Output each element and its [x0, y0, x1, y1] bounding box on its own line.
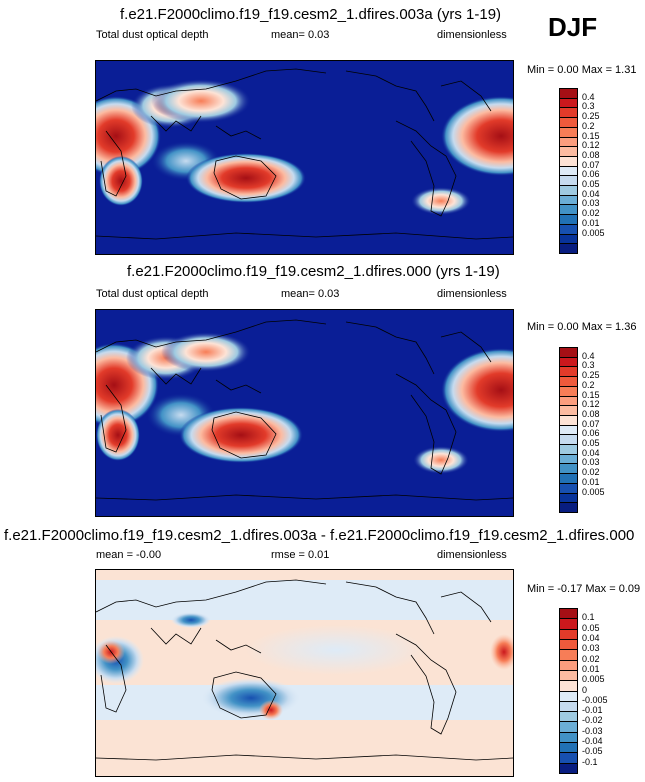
colorbar-tick-label: 0.04 [582, 632, 600, 643]
panel3-minmax-label: Min = -0.17 Max = 0.09 [527, 583, 641, 595]
colorbar-tick-label: -0.005 [582, 694, 608, 705]
colorbar-tick-label: 0.08 [582, 149, 600, 160]
colorbar-tick-label: -0.03 [582, 725, 603, 736]
colorbar-tick-label: 0.08 [582, 408, 600, 419]
colorbar-tick-label: 0.3 [582, 101, 595, 112]
dust-plume-patagonia [413, 446, 469, 474]
diff-anomaly-se-australia [259, 700, 283, 720]
panel2-units-label: dimensionless [437, 288, 507, 300]
dust-plume-atlantic [441, 96, 513, 176]
colorbar-tick-label: 0.01 [582, 476, 600, 487]
dust-plume-atlantic [441, 348, 513, 432]
colorbar-tick-label: 0.4 [582, 91, 595, 102]
colorbar-tick-label: 0.05 [582, 179, 600, 190]
panel1-variable-label: Total dust optical depth [96, 29, 209, 41]
panel1-units-label: dimensionless [437, 29, 507, 41]
colorbar-tick-label: 0.15 [582, 130, 600, 141]
colorbar-tick-label: 0.4 [582, 350, 595, 361]
colorbar-tick-label: 0.06 [582, 169, 600, 180]
diff-band-north [96, 580, 513, 620]
dust-plume-australia [179, 407, 303, 463]
colorbar-tick-label: 0.12 [582, 399, 600, 410]
panel3-map-svg [96, 579, 513, 761]
panel2-minmax-label: Min = 0.00 Max = 1.36 [527, 321, 637, 333]
panel3-colorbar: 0.1 0.05 0.04 0.03 0.02 0.01 0.005 0 -0.005 -0.01… [559, 608, 619, 774]
colorbar-tick-label: 0.07 [582, 418, 600, 429]
diff-anomaly-atlantic [490, 634, 513, 670]
colorbar-tick-label: 0.04 [582, 188, 600, 199]
panel1-coastlines [96, 68, 513, 240]
panel3-map [95, 569, 514, 777]
colorbar-tick-label: 0.06 [582, 428, 600, 439]
panel3-mean-label: mean = -0.00 [96, 549, 162, 561]
colorbar-tick-label: 0.005 [582, 486, 605, 497]
colorbar-tick-label: 0.12 [582, 140, 600, 151]
dust-plume-australia [186, 153, 306, 203]
diff-band-tropics [246, 625, 426, 675]
dust-plume-patagonia [411, 187, 471, 215]
colorbar-tick-label: 0.04 [582, 447, 600, 458]
panel1-mean-label: mean= 0.03 [271, 29, 330, 41]
colorbar-swatch [559, 762, 578, 774]
colorbar-tick-label: 0.2 [582, 379, 595, 390]
dust-plume-asia [161, 332, 251, 372]
colorbar-tick-label: 0.05 [582, 622, 600, 633]
diff-anomaly-asia [171, 612, 211, 628]
dust-plume-asia [151, 79, 251, 123]
colorbar-tick-label: 0 [582, 684, 588, 695]
colorbar-tick-label: 0.15 [582, 389, 600, 400]
colorbar-tick-label: 0.1 [582, 612, 595, 623]
colorbar-tick-label: 0.03 [582, 643, 600, 654]
panel1-colorbar: 0.4 0.3 0.25 0.2 0.15 0.12 0.08 0.07 0.06 0.05 0.0… [559, 88, 619, 254]
colorbar-tick-label: 0.005 [582, 674, 605, 685]
colorbar-tick-label: 0.03 [582, 198, 600, 209]
colorbar-tick-label: 0.07 [582, 159, 600, 170]
colorbar-tick-label: -0.04 [582, 736, 603, 747]
panel2-map [95, 309, 514, 517]
colorbar-tick-label: 0.02 [582, 467, 600, 478]
colorbar-tick-label: 0.2 [582, 120, 595, 131]
colorbar-tick-label: 0.25 [582, 111, 600, 122]
panel3-rmse-label: rmse = 0.01 [271, 549, 330, 561]
panel2-colorbar: 0.4 0.3 0.25 0.2 0.15 0.12 0.08 0.07 0.06 0.05 0.0… [559, 347, 619, 513]
panel2-title: f.e21.F2000climo.f19_f19.cesm2_1.dfires.… [127, 263, 500, 280]
panel1-title: f.e21.F2000climo.f19_f19.cesm2_1.dfires.… [120, 6, 502, 23]
colorbar-tick-label: 0.25 [582, 370, 600, 381]
colorbar-tick-label: -0.01 [582, 705, 603, 716]
panel3-coastlines [96, 579, 513, 761]
panel2-mean-label: mean= 0.03 [281, 288, 340, 300]
colorbar-tick-label: 0.01 [582, 663, 600, 674]
colorbar-tick-label: -0.02 [582, 715, 603, 726]
panel1-map-svg [96, 68, 513, 240]
season-label: DJF [548, 12, 598, 42]
colorbar-swatch [559, 243, 578, 254]
colorbar-tick-label: -0.05 [582, 746, 603, 757]
colorbar-tick-label: 0.3 [582, 360, 595, 371]
diff-band-south [96, 685, 513, 720]
colorbar-tick-label: 0.03 [582, 457, 600, 468]
panel3-title: f.e21.F2000climo.f19_f19.cesm2_1.dfires.… [4, 527, 635, 544]
dust-plume-westafrica [96, 409, 140, 461]
panel2-variable-label: Total dust optical depth [96, 288, 209, 300]
colorbar-tick-label: 0.05 [582, 438, 600, 449]
colorbar-tick-label: 0.02 [582, 208, 600, 219]
diff-anomaly-australia [201, 678, 301, 718]
colorbar-tick-label: 0.005 [582, 227, 605, 238]
panel1-minmax-label: Min = 0.00 Max = 1.31 [527, 64, 637, 76]
colorbar-swatch [559, 502, 578, 513]
colorbar-tick-label: -0.1 [582, 756, 598, 767]
colorbar-tick-label: 0.01 [582, 217, 600, 228]
panel1-map [95, 60, 514, 255]
colorbar-tick-label: 0.02 [582, 653, 600, 664]
panel3-units-label: dimensionless [437, 549, 507, 561]
panel2-map-svg [96, 319, 513, 501]
dust-plume-westafrica [99, 156, 143, 206]
panel2-coastlines [96, 319, 513, 501]
